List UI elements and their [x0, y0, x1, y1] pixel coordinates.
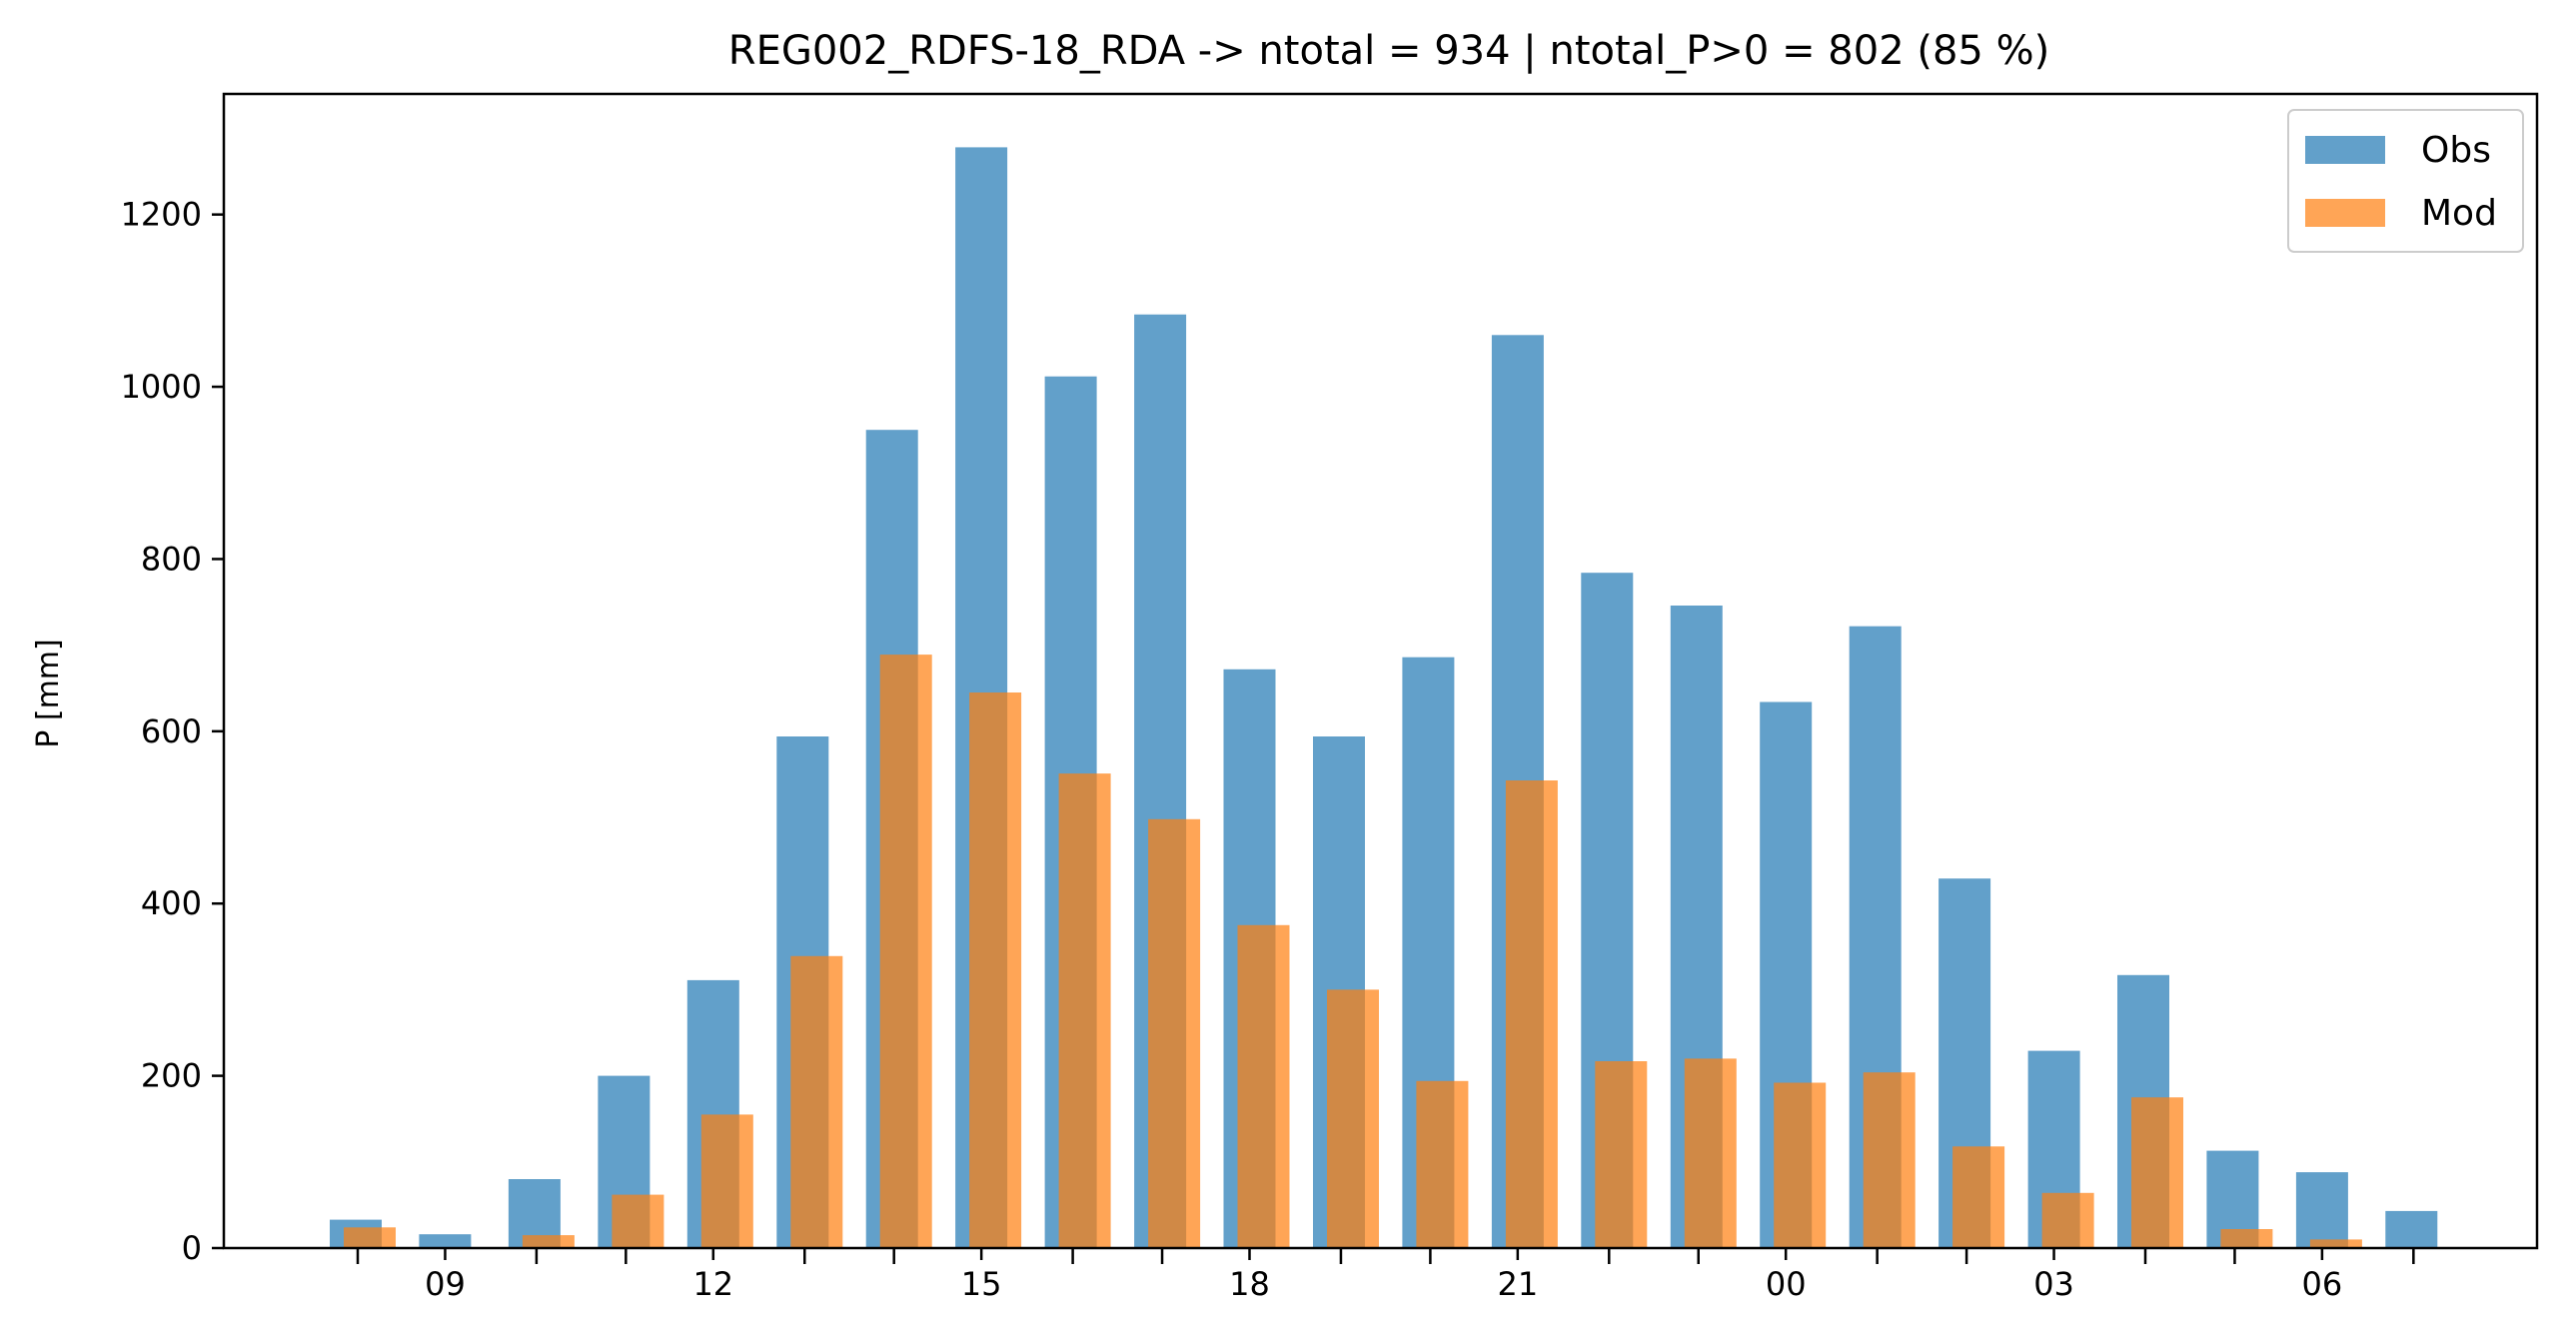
y-axis: 0 200 400 600 800 1000 1200 — [121, 196, 224, 1267]
bar-mod-23 — [1684, 1058, 1737, 1248]
x-axis: 09 12 15 18 21 00 03 06 — [356, 1248, 2415, 1303]
bar-mod-20 — [1416, 1080, 1469, 1248]
bar-mod-17 — [1148, 818, 1201, 1248]
bar-mod-08 — [344, 1227, 396, 1248]
y-tick-label-600: 600 — [141, 712, 202, 750]
bar-mod-06 — [2309, 1239, 2362, 1248]
x-tick-label-12: 12 — [692, 1265, 733, 1303]
bar-mod-14 — [879, 655, 932, 1248]
x-tick-label-15: 15 — [961, 1265, 1002, 1303]
bar-mod-12 — [700, 1114, 753, 1248]
bar-mod-10 — [522, 1235, 575, 1248]
bar-mod-22 — [1595, 1061, 1648, 1248]
bar-obs-07 — [2385, 1210, 2438, 1248]
y-axis-label: P [mm] — [31, 639, 66, 747]
bar-mod-13 — [790, 955, 843, 1248]
legend-label-obs: Obs — [2421, 130, 2491, 171]
bar-obs-09 — [419, 1234, 472, 1248]
y-tick-label-800: 800 — [141, 540, 202, 578]
y-tick-label-0: 0 — [182, 1229, 202, 1267]
bar-mod-15 — [969, 692, 1022, 1248]
bar-mod-05 — [2220, 1229, 2273, 1248]
x-tick-label-21: 21 — [1497, 1265, 1538, 1303]
mod-bars — [344, 655, 2362, 1248]
bar-mod-18 — [1237, 924, 1290, 1248]
x-tick-label-03: 03 — [2033, 1265, 2074, 1303]
bar-mod-19 — [1327, 989, 1379, 1248]
bar-mod-00 — [1774, 1082, 1827, 1248]
bar-mod-04 — [2131, 1097, 2183, 1248]
bar-mod-03 — [2041, 1192, 2094, 1248]
x-tick-label-06: 06 — [2302, 1265, 2343, 1303]
bar-mod-21 — [1505, 780, 1558, 1248]
y-tick-label-200: 200 — [141, 1057, 202, 1095]
legend: Obs Mod — [2287, 109, 2524, 253]
y-tick-label-1000: 1000 — [121, 368, 202, 406]
legend-swatch-mod — [2305, 199, 2385, 227]
legend-label-mod: Mod — [2421, 193, 2497, 234]
bar-mod-11 — [612, 1194, 664, 1248]
bar-mod-01 — [1863, 1072, 1916, 1248]
legend-swatch-obs — [2305, 136, 2385, 164]
x-tick-label-18: 18 — [1229, 1265, 1270, 1303]
bar-mod-16 — [1058, 773, 1111, 1248]
x-tick-label-09: 09 — [425, 1265, 466, 1303]
x-tick-label-00: 00 — [1766, 1265, 1807, 1303]
bar-obs-06 — [2295, 1172, 2348, 1248]
y-tick-label-1200: 1200 — [121, 196, 202, 234]
chart-title: REG002_RDFS-18_RDA -> ntotal = 934 | nto… — [728, 28, 2049, 74]
bar-mod-02 — [1952, 1146, 2005, 1248]
y-tick-label-400: 400 — [141, 884, 202, 922]
axes-frame — [222, 92, 2539, 1250]
